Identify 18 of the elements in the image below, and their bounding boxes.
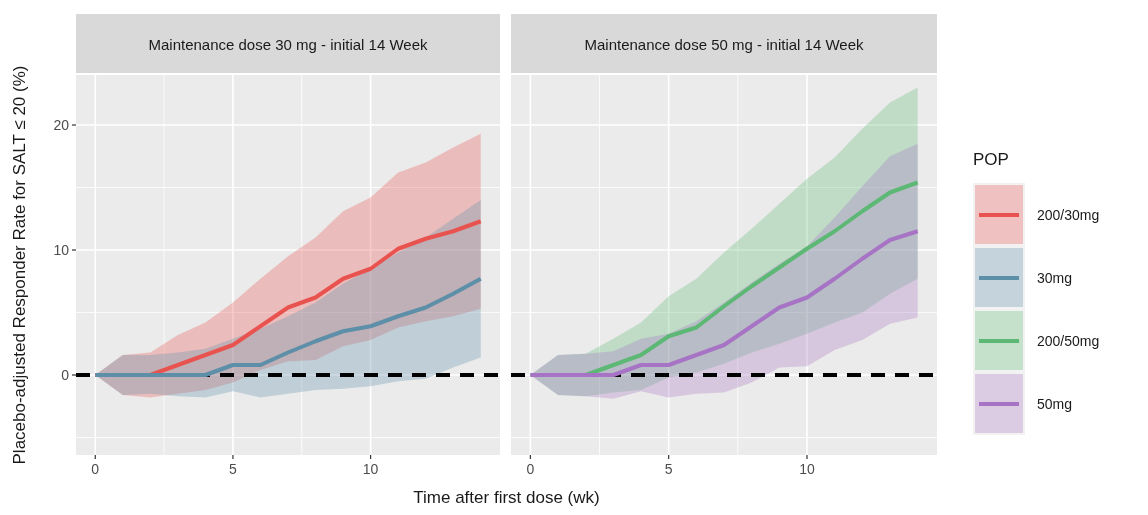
x-tick-label: 10 — [799, 461, 815, 477]
y-tick-label: 20 — [53, 117, 70, 133]
legend-label: 200/30mg — [1037, 207, 1100, 223]
y-tick-label: 10 — [53, 242, 70, 258]
x-tick-label: 0 — [526, 461, 535, 477]
chart-title: Maintenance dose 50 mg - initial 14 Week — [584, 35, 865, 53]
y-axis-title: Placebo-adjusted Responder Rate for SALT ≤ 20 (%) — [10, 65, 29, 465]
x-tick-label: 5 — [229, 461, 238, 477]
x-tick-label: 10 — [362, 461, 379, 477]
legend-title: POP — [973, 150, 1009, 169]
x-tick-label: 0 — [91, 461, 100, 477]
legend-label: 200/50mg — [1037, 333, 1100, 349]
x-axis-title: Time after first dose (wk) — [413, 488, 600, 507]
chart-title: Maintenance dose 30 mg - initial 14 Week — [148, 35, 429, 53]
legend-label: 50mg — [1037, 396, 1073, 412]
x-tick-label: 5 — [664, 461, 673, 477]
y-tick-label: 0 — [61, 367, 70, 383]
legend-label: 30mg — [1037, 270, 1073, 286]
